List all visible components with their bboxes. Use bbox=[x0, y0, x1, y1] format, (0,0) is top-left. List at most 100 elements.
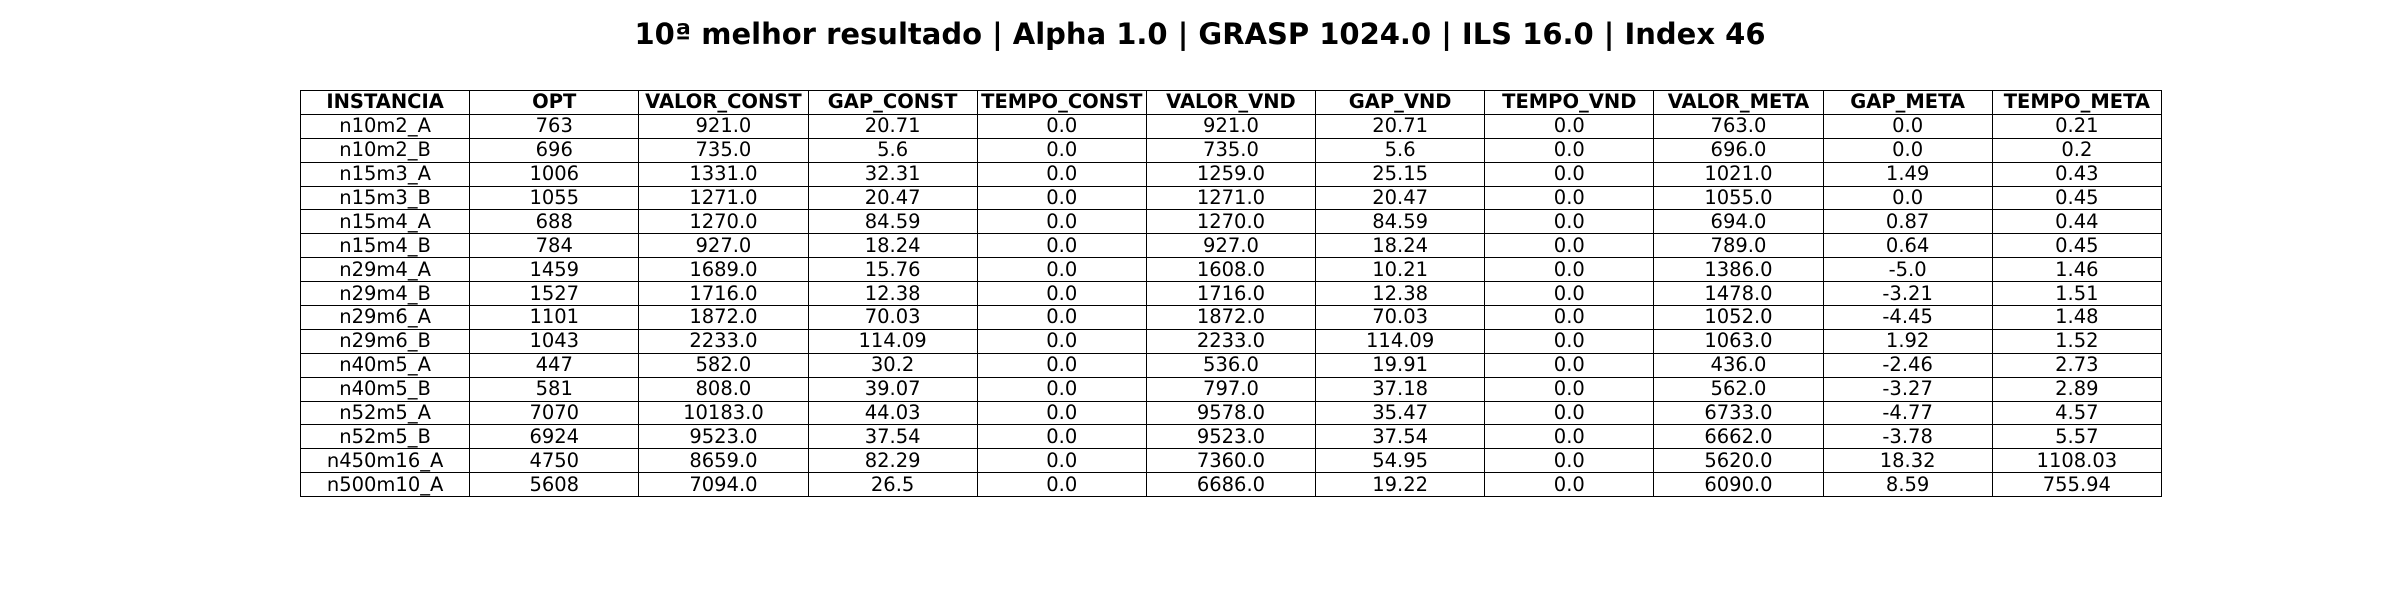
column-header-gap-const: GAP_CONST bbox=[807, 90, 978, 115]
table-cell-tempo-vnd: 0.0 bbox=[1484, 400, 1655, 426]
table-cell-tempo-const: 0.0 bbox=[976, 424, 1147, 450]
table-row: n29m4_A 1459 1689.0 15.76 0.0 1608.0 10.21 0.0 1… bbox=[299, 257, 2163, 283]
column-header-gap-meta: GAP_META bbox=[1822, 90, 1993, 115]
table-cell-opt: 1527 bbox=[469, 281, 640, 307]
table-cell-gap-const: 12.38 bbox=[807, 281, 978, 307]
table-cell-gap-const: 39.07 bbox=[807, 376, 978, 402]
table-cell-valor-const: 927.0 bbox=[638, 233, 809, 259]
table-cell-opt: 688 bbox=[469, 209, 640, 235]
table-cell-opt: 784 bbox=[469, 233, 640, 259]
table-cell-gap-vnd: 20.71 bbox=[1315, 113, 1486, 139]
column-header-valor-vnd: VALOR_VND bbox=[1145, 90, 1317, 115]
table-cell-opt: 447 bbox=[469, 352, 640, 378]
table-cell-opt: 1101 bbox=[469, 305, 640, 330]
table-cell-instancia: n29m4_A bbox=[299, 257, 471, 283]
table-row: n29m6_A 1101 1872.0 70.03 0.0 1872.0 70.03 0.0 1… bbox=[299, 305, 2163, 330]
table-cell-valor-vnd: 6686.0 bbox=[1145, 472, 1317, 498]
table-cell-tempo-meta: 4.57 bbox=[1991, 400, 2163, 426]
table-cell-valor-meta: 694.0 bbox=[1653, 209, 1824, 235]
table-cell-gap-const: 44.03 bbox=[807, 400, 978, 426]
table-cell-gap-meta: -5.0 bbox=[1822, 257, 1993, 283]
table-cell-gap-vnd: 114.09 bbox=[1315, 328, 1486, 354]
table-cell-opt: 696 bbox=[469, 137, 640, 163]
table-cell-gap-const: 114.09 bbox=[807, 328, 978, 354]
column-header-valor-const: VALOR_CONST bbox=[638, 90, 809, 115]
table-cell-valor-const: 2233.0 bbox=[638, 328, 809, 354]
table-cell-instancia: n40m5_A bbox=[299, 352, 471, 378]
table-cell-gap-vnd: 54.95 bbox=[1315, 448, 1486, 474]
table-cell-valor-meta: 1055.0 bbox=[1653, 185, 1824, 211]
table-cell-valor-meta: 789.0 bbox=[1653, 233, 1824, 259]
table-cell-tempo-meta: 1.48 bbox=[1991, 305, 2163, 330]
table-row: n15m3_A 1006 1331.0 32.31 0.0 1259.0 25.15 0.0 1… bbox=[299, 161, 2163, 187]
table-cell-gap-const: 30.2 bbox=[807, 352, 978, 378]
table-cell-gap-vnd: 37.18 bbox=[1315, 376, 1486, 402]
table-cell-gap-meta: 0.87 bbox=[1822, 209, 1993, 235]
table-cell-valor-const: 7094.0 bbox=[638, 472, 809, 498]
table-cell-gap-meta: -3.21 bbox=[1822, 281, 1993, 307]
table-row: n15m3_B 1055 1271.0 20.47 0.0 1271.0 20.47 0.0 1… bbox=[299, 185, 2163, 211]
table-row: n10m2_A 763 921.0 20.71 0.0 921.0 20.71 0.0 763.… bbox=[299, 113, 2163, 139]
table-row: n15m4_B 784 927.0 18.24 0.0 927.0 18.24 0.0 789.… bbox=[299, 233, 2163, 259]
table-cell-valor-meta: 1478.0 bbox=[1653, 281, 1824, 307]
table-cell-gap-const: 20.71 bbox=[807, 113, 978, 139]
table-cell-valor-const: 8659.0 bbox=[638, 448, 809, 474]
table-cell-instancia: n29m4_B bbox=[299, 281, 471, 307]
table-cell-tempo-const: 0.0 bbox=[976, 233, 1147, 259]
table-cell-tempo-meta: 0.2 bbox=[1991, 137, 2163, 163]
column-header-valor-meta: VALOR_META bbox=[1653, 90, 1824, 115]
table-cell-gap-vnd: 70.03 bbox=[1315, 305, 1486, 330]
table-cell-valor-meta: 1052.0 bbox=[1653, 305, 1824, 330]
table-cell-gap-const: 18.24 bbox=[807, 233, 978, 259]
table-cell-gap-meta: 18.32 bbox=[1822, 448, 1993, 474]
table-cell-instancia: n15m3_B bbox=[299, 185, 471, 211]
table-row: n52m5_A 7070 10183.0 44.03 0.0 9578.0 35.47 0.0… bbox=[299, 400, 2163, 426]
table-cell-tempo-const: 0.0 bbox=[976, 448, 1147, 474]
table-row: n450m16_A 4750 8659.0 82.29 0.0 7360.0 54.95 0.… bbox=[299, 448, 2163, 474]
table-cell-valor-const: 10183.0 bbox=[638, 400, 809, 426]
table-cell-tempo-const: 0.0 bbox=[976, 376, 1147, 402]
table-cell-gap-const: 20.47 bbox=[807, 185, 978, 211]
table-cell-tempo-meta: 0.43 bbox=[1991, 161, 2163, 187]
table-cell-gap-meta: -3.78 bbox=[1822, 424, 1993, 450]
table-cell-instancia: n10m2_B bbox=[299, 137, 471, 163]
table-cell-gap-const: 37.54 bbox=[807, 424, 978, 450]
table-cell-valor-const: 1270.0 bbox=[638, 209, 809, 235]
table-cell-gap-vnd: 37.54 bbox=[1315, 424, 1486, 450]
table-cell-valor-meta: 6662.0 bbox=[1653, 424, 1824, 450]
table-cell-tempo-vnd: 0.0 bbox=[1484, 352, 1655, 378]
table-row: n29m4_B 1527 1716.0 12.38 0.0 1716.0 12.38 0.0 1… bbox=[299, 281, 2163, 307]
table-cell-tempo-vnd: 0.0 bbox=[1484, 113, 1655, 139]
table-cell-tempo-const: 0.0 bbox=[976, 472, 1147, 498]
table-cell-gap-meta: 0.0 bbox=[1822, 185, 1993, 211]
table-cell-tempo-vnd: 0.0 bbox=[1484, 209, 1655, 235]
table-cell-opt: 1006 bbox=[469, 161, 640, 187]
table-cell-gap-const: 84.59 bbox=[807, 209, 978, 235]
table-cell-tempo-meta: 1108.03 bbox=[1991, 448, 2163, 474]
table-cell-tempo-vnd: 0.0 bbox=[1484, 161, 1655, 187]
table-cell-instancia: n40m5_B bbox=[299, 376, 471, 402]
table-cell-gap-const: 5.6 bbox=[807, 137, 978, 163]
table-cell-valor-const: 921.0 bbox=[638, 113, 809, 139]
column-header-instancia: INSTANCIA bbox=[299, 90, 471, 115]
table-cell-opt: 5608 bbox=[469, 472, 640, 498]
table-cell-gap-const: 32.31 bbox=[807, 161, 978, 187]
table-cell-valor-meta: 436.0 bbox=[1653, 352, 1824, 378]
table-cell-opt: 581 bbox=[469, 376, 640, 402]
table-cell-gap-vnd: 35.47 bbox=[1315, 400, 1486, 426]
table-cell-gap-const: 70.03 bbox=[807, 305, 978, 330]
table-cell-gap-meta: -4.45 bbox=[1822, 305, 1993, 330]
table-cell-tempo-const: 0.0 bbox=[976, 161, 1147, 187]
table-cell-gap-const: 15.76 bbox=[807, 257, 978, 283]
table-cell-instancia: n500m10_A bbox=[299, 472, 471, 498]
table-cell-valor-const: 1689.0 bbox=[638, 257, 809, 283]
table-cell-valor-const: 1271.0 bbox=[638, 185, 809, 211]
table-cell-gap-meta: 0.64 bbox=[1822, 233, 1993, 259]
table-cell-valor-vnd: 9578.0 bbox=[1145, 400, 1317, 426]
table-cell-tempo-vnd: 0.0 bbox=[1484, 376, 1655, 402]
table-cell-tempo-meta: 755.94 bbox=[1991, 472, 2163, 498]
table-cell-tempo-const: 0.0 bbox=[976, 257, 1147, 283]
table-row: n15m4_A 688 1270.0 84.59 0.0 1270.0 84.59 0.0 69… bbox=[299, 209, 2163, 235]
table-cell-tempo-vnd: 0.0 bbox=[1484, 281, 1655, 307]
table-cell-valor-meta: 6733.0 bbox=[1653, 400, 1824, 426]
